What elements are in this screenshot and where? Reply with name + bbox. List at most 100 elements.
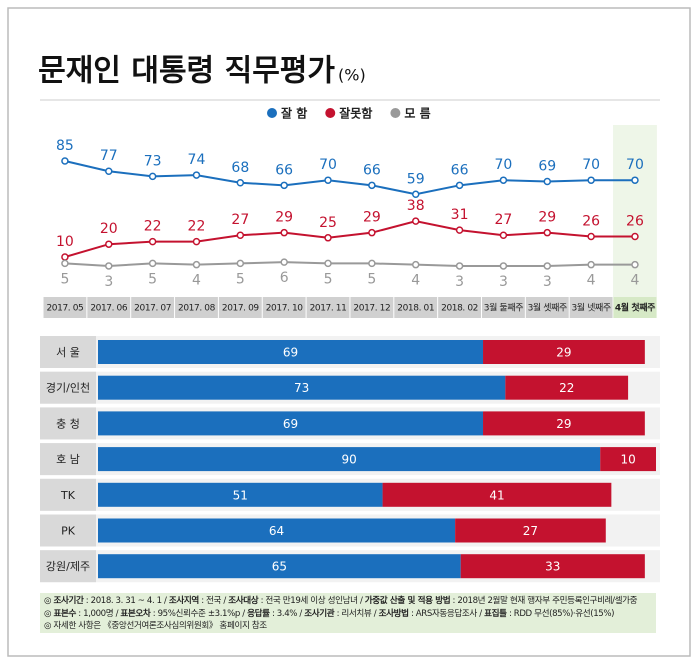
point: [324, 234, 332, 242]
value-label: 31: [451, 207, 469, 223]
x-tick-label: 4월 첫째주: [615, 302, 655, 314]
x-tick-label: 3월 셋째주: [528, 302, 567, 314]
value-label: 10: [620, 453, 635, 467]
series-line: [64, 160, 635, 196]
note-line: ◎ 조사기간 : 2018. 3. 31 ~ 4. 1 / 조사지역 : 전국 …: [44, 595, 652, 608]
legend-swatch: [267, 108, 277, 118]
bar-segment: [505, 375, 629, 400]
point: [631, 260, 639, 269]
bar-segment: [98, 447, 601, 472]
value-label: 69: [538, 158, 556, 174]
point: [105, 240, 113, 248]
bar-segment: [98, 411, 484, 436]
series-line: [64, 261, 635, 267]
value-label: 27: [495, 212, 513, 228]
point: [543, 177, 552, 186]
point: [192, 260, 201, 269]
note-text: : 리서치뷰 /: [334, 608, 379, 619]
point: [587, 232, 595, 241]
value-label: 59: [407, 171, 425, 187]
y-tick-label: 충 청: [56, 417, 80, 430]
value-label: 22: [188, 219, 206, 235]
value-label: 25: [319, 215, 337, 231]
legend-label: 잘 함: [281, 106, 307, 121]
value-label: 85: [56, 138, 74, 154]
category-cell: [438, 297, 481, 318]
bar-segment: [382, 482, 612, 507]
note-text: 표집틀: [484, 608, 507, 619]
category-cell: [175, 297, 218, 318]
point: [192, 237, 201, 246]
value-label: 6: [280, 270, 289, 286]
point: [192, 171, 201, 179]
point: [236, 231, 245, 239]
value-label: 41: [489, 488, 504, 502]
value-label: 3: [499, 274, 508, 290]
value-label: 74: [188, 152, 206, 168]
point: [280, 228, 288, 237]
x-tick-label: 2017. 09: [222, 304, 260, 314]
category-cell: [569, 297, 613, 318]
point: [543, 228, 552, 237]
value-label: 22: [144, 219, 162, 235]
value-label: 70: [582, 157, 600, 173]
value-label: 70: [319, 157, 337, 173]
value-label: 3: [455, 274, 464, 290]
bar-segment: [98, 482, 383, 507]
y-tick-label: 경기/인천: [46, 381, 90, 395]
point: [631, 176, 639, 184]
value-label: 20: [100, 221, 118, 237]
y-tick-label: 서 울: [56, 346, 80, 359]
value-label: 29: [556, 417, 571, 431]
point: [324, 176, 332, 184]
x-tick-label: 2017. 07: [134, 304, 171, 314]
note-text: : 1,000명 /: [75, 608, 121, 619]
value-label: 26: [582, 214, 600, 230]
value-label: 51: [233, 488, 248, 502]
value-label: 65: [272, 560, 287, 574]
bar-segment: [98, 554, 461, 579]
point: [587, 260, 595, 269]
bar-segment: [98, 518, 456, 543]
notes: ◎ 조사기간 : 2018. 3. 31 ~ 4. 1 / 조사지역 : 전국 …: [40, 593, 656, 633]
note-text: ◎ 자세한 사항은 《중앙선거여론조사심의위원회》 홈페이지 참조: [44, 621, 267, 631]
note-text: : 전국 /: [198, 596, 229, 606]
series-line: [64, 220, 635, 258]
row-label-cell: [40, 407, 96, 440]
x-tick-label: 2018. 01: [397, 304, 434, 314]
category-cell: [613, 297, 657, 318]
point: [105, 167, 113, 175]
note-text: 조사기간: [53, 596, 84, 606]
point: [236, 259, 245, 268]
note-text: : 2018년 2월말 현재 행자부 주민등록인구비례/셀가중: [450, 596, 638, 606]
category-cell: [394, 297, 438, 318]
value-label: 5: [60, 271, 69, 287]
value-label: 38: [407, 198, 425, 214]
x-tick-label: 2017. 10: [266, 304, 304, 314]
bar-segment: [483, 411, 645, 436]
point: [455, 181, 464, 190]
category-cell: [262, 297, 306, 318]
point: [236, 179, 245, 187]
point: [499, 231, 508, 239]
value-label: 29: [363, 210, 381, 226]
point: [499, 176, 508, 184]
bar-segment: [98, 375, 506, 400]
row-label-cell: [40, 550, 96, 583]
value-label: 73: [144, 153, 162, 169]
value-label: 27: [523, 524, 538, 538]
category-cell: [131, 297, 175, 318]
bar-segment: [600, 447, 656, 472]
y-tick-label: 강원/제주: [46, 560, 90, 573]
value-label: 70: [495, 157, 513, 173]
point: [411, 217, 420, 225]
category-cell: [218, 297, 262, 318]
note-text: 표본오차: [120, 608, 151, 619]
value-label: 29: [556, 346, 571, 360]
point: [455, 226, 464, 234]
bar-segment: [98, 340, 484, 364]
value-label: 77: [100, 148, 118, 164]
point: [61, 259, 69, 268]
x-tick-label: 2018. 02: [441, 304, 478, 314]
